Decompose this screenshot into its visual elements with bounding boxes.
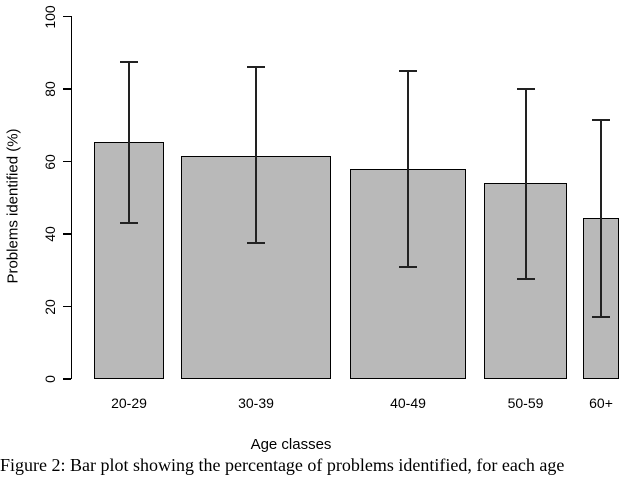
bar-40-49: [350, 168, 466, 379]
y-tick-label: 80: [42, 81, 58, 97]
bar-chart: Problems identified (%) 0 20 40 60 80 100 20-…: [4, 4, 619, 453]
error-bar-cap-bottom: [247, 242, 265, 245]
x-tick-label: 50-59: [507, 395, 544, 411]
x-axis-title: Age classes: [250, 436, 332, 453]
error-bar-line: [407, 70, 409, 267]
error-bar-cap-top: [399, 69, 417, 72]
error-bar-cap-top: [247, 66, 265, 69]
x-tick-label: 30-39: [238, 395, 274, 411]
y-tick-mark: [62, 233, 71, 235]
y-tick-mark: [62, 15, 71, 18]
error-bar-line: [524, 89, 527, 280]
error-bar-line: [600, 119, 602, 318]
y-tick-mark: [62, 88, 71, 90]
y-tick-label: 60: [42, 153, 58, 170]
error-bar-cap-top: [120, 60, 138, 63]
y-axis-title: Problems identified (%): [4, 128, 22, 284]
x-tick-label: 20-29: [111, 395, 147, 411]
x-tick-label: 40-49: [390, 395, 426, 411]
error-bar-cap-top: [592, 118, 610, 121]
error-bar-cap-bottom: [120, 222, 138, 225]
error-bar-cap-bottom: [399, 265, 417, 268]
error-bar-line: [128, 61, 130, 224]
y-tick-mark: [62, 160, 71, 163]
error-bar-cap-bottom: [592, 316, 610, 319]
error-bar-line: [255, 67, 257, 244]
figure-caption: Figure 2: Bar plot showing the percentag…: [0, 455, 565, 475]
y-tick-mark: [62, 378, 71, 380]
y-tick-label: 40: [42, 226, 58, 242]
y-tick-label: 20: [42, 298, 58, 315]
y-tick-label: 0: [42, 375, 58, 383]
y-axis-line: [70, 16, 72, 379]
error-bar-cap-top: [516, 88, 535, 90]
y-tick-label: 100: [42, 4, 58, 29]
error-bar-cap-bottom: [516, 278, 535, 281]
x-tick-label: 60+: [589, 395, 613, 411]
y-tick-mark: [62, 305, 71, 308]
